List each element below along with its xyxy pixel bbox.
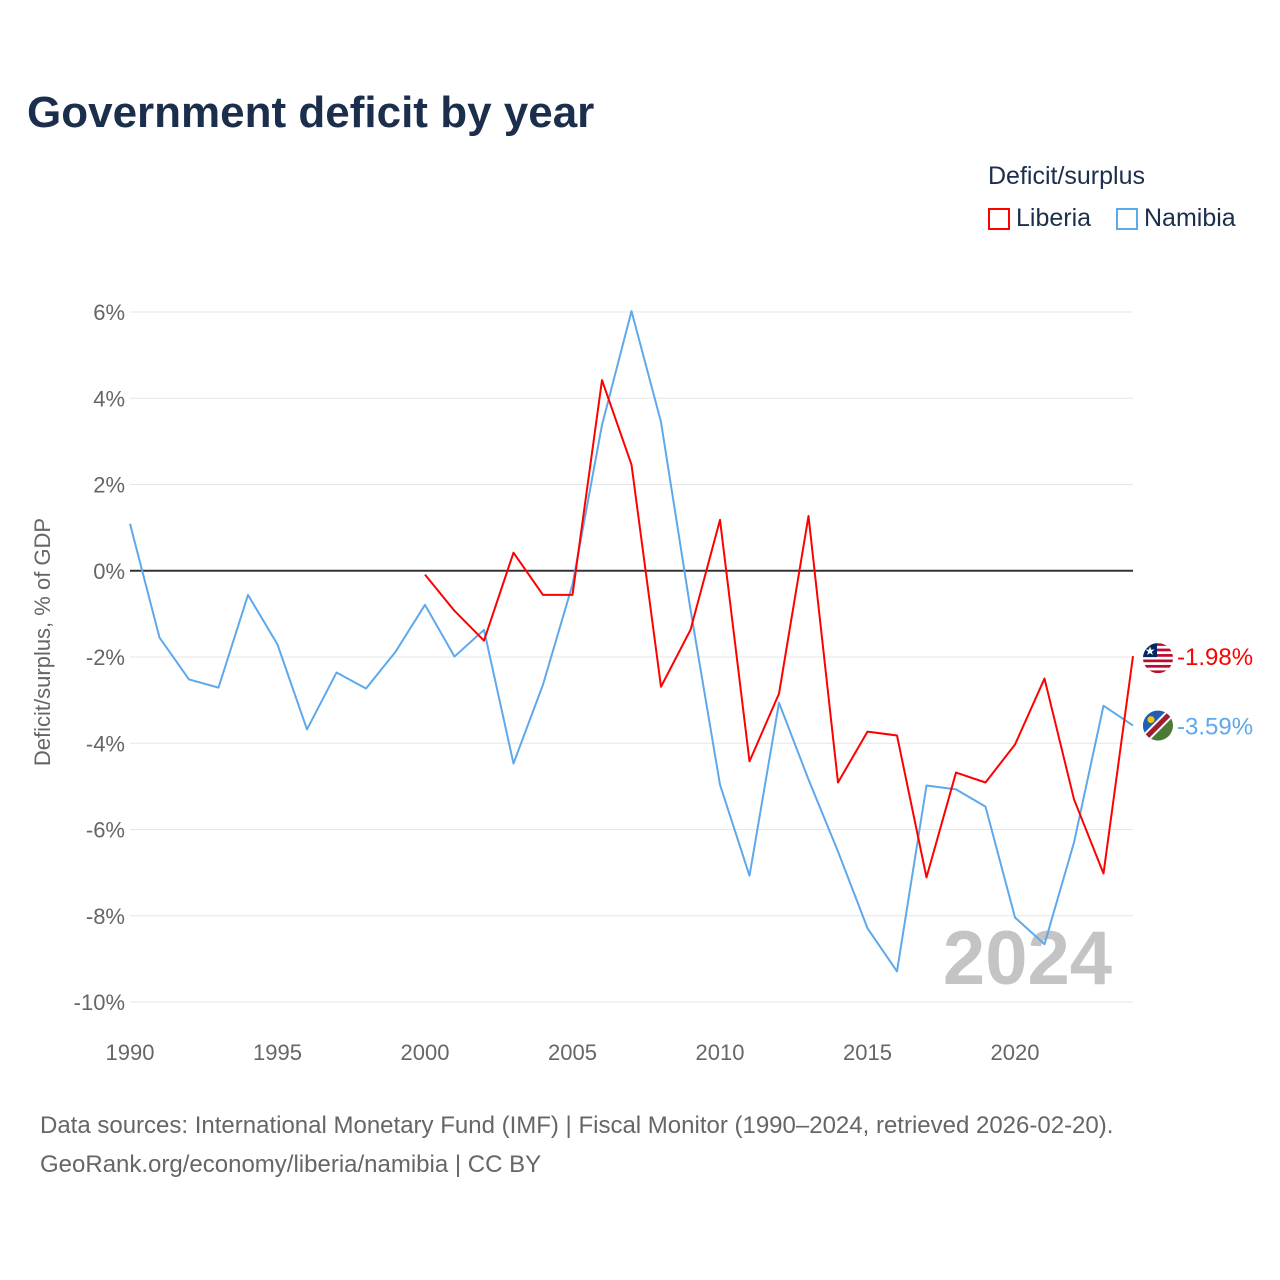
data-point-namibia bbox=[599, 422, 605, 428]
data-point-liberia bbox=[452, 608, 458, 614]
legend-item-liberia[interactable]: Liberia bbox=[988, 204, 1091, 233]
data-point-namibia bbox=[688, 607, 694, 613]
data-point-namibia bbox=[629, 308, 635, 314]
data-point-namibia bbox=[983, 804, 989, 810]
x-tick-label: 2020 bbox=[991, 1040, 1040, 1065]
data-point-namibia bbox=[304, 726, 310, 732]
data-point-namibia bbox=[1071, 839, 1077, 845]
data-point-liberia bbox=[865, 729, 871, 735]
end-label-namibia: -3.59% bbox=[1177, 714, 1253, 741]
data-point-namibia bbox=[186, 676, 192, 682]
end-label-liberia: -1.98% bbox=[1177, 644, 1253, 671]
data-point-namibia bbox=[1042, 941, 1048, 947]
legend-swatch-namibia bbox=[1116, 207, 1138, 230]
data-point-namibia bbox=[747, 873, 753, 879]
y-tick-label: 0% bbox=[93, 559, 125, 584]
data-point-liberia bbox=[1071, 796, 1077, 802]
legend-label: Liberia bbox=[1016, 204, 1092, 232]
data-point-namibia bbox=[835, 848, 841, 854]
source-line-1: Data sources: International Monetary Fun… bbox=[40, 1112, 1114, 1139]
series-line-liberia bbox=[424, 379, 1134, 879]
data-point-liberia bbox=[1012, 742, 1018, 748]
data-point-liberia bbox=[481, 638, 487, 644]
y-tick-label: -8% bbox=[86, 904, 125, 929]
data-point-namibia bbox=[1130, 723, 1136, 729]
data-point-namibia bbox=[540, 682, 546, 688]
data-point-namibia bbox=[894, 968, 900, 974]
data-point-namibia bbox=[127, 521, 133, 527]
legend-swatch-liberia bbox=[988, 207, 1010, 230]
x-tick-label: 2015 bbox=[843, 1040, 892, 1065]
data-point-liberia bbox=[953, 770, 959, 776]
data-point-liberia bbox=[894, 732, 900, 738]
data-point-namibia bbox=[363, 685, 369, 691]
data-point-namibia bbox=[334, 670, 340, 676]
data-point-liberia bbox=[540, 592, 546, 598]
data-point-namibia bbox=[422, 602, 428, 608]
y-tick-label: 4% bbox=[93, 386, 125, 411]
data-point-liberia bbox=[511, 550, 517, 556]
y-tick-label: -4% bbox=[86, 731, 125, 756]
y-tick-label: 2% bbox=[93, 473, 125, 498]
data-point-liberia bbox=[1130, 653, 1136, 659]
data-point-namibia bbox=[865, 925, 871, 931]
data-point-liberia bbox=[806, 513, 812, 519]
y-tick-label: -10% bbox=[74, 990, 125, 1015]
namibia-flag-icon bbox=[1143, 710, 1173, 741]
data-point-namibia bbox=[1012, 914, 1018, 920]
data-point-liberia bbox=[422, 572, 428, 578]
data-point-liberia bbox=[1042, 676, 1048, 682]
data-point-namibia bbox=[511, 761, 517, 767]
data-point-namibia bbox=[717, 782, 723, 788]
data-point-namibia bbox=[953, 786, 959, 792]
data-point-liberia bbox=[688, 627, 694, 633]
data-point-namibia bbox=[806, 776, 812, 782]
y-axis-label: Deficit/surplus, % of GDP bbox=[30, 518, 55, 766]
data-point-liberia bbox=[717, 517, 723, 523]
x-tick-label: 2010 bbox=[696, 1040, 745, 1065]
x-tick-label: 1990 bbox=[106, 1040, 155, 1065]
data-point-namibia bbox=[452, 654, 458, 660]
legend-title: Deficit/surplus bbox=[988, 162, 1145, 190]
data-point-namibia bbox=[1101, 703, 1107, 709]
data-point-namibia bbox=[924, 783, 930, 789]
x-tick-label: 2000 bbox=[401, 1040, 450, 1065]
data-point-namibia bbox=[157, 635, 163, 641]
source-line-2: GeoRank.org/economy/liberia/namibia | CC… bbox=[40, 1151, 542, 1178]
data-point-namibia bbox=[275, 641, 281, 647]
data-point-liberia bbox=[599, 377, 605, 383]
series-line-namibia bbox=[129, 310, 1134, 973]
svg-text:★: ★ bbox=[1145, 644, 1156, 658]
data-point-namibia bbox=[658, 419, 664, 425]
legend-item-namibia[interactable]: Namibia bbox=[1116, 204, 1236, 233]
legend-label: Namibia bbox=[1144, 204, 1236, 232]
data-point-liberia bbox=[1101, 870, 1107, 876]
x-tick-label: 1995 bbox=[253, 1040, 302, 1065]
data-point-namibia bbox=[216, 685, 222, 691]
data-point-liberia bbox=[747, 758, 753, 764]
y-tick-label: -6% bbox=[86, 818, 125, 843]
data-point-liberia bbox=[983, 779, 989, 785]
y-tick-label: 6% bbox=[93, 300, 125, 325]
chart-title: Government deficit by year bbox=[27, 88, 595, 137]
watermark-year: 2024 bbox=[943, 916, 1112, 1001]
data-point-liberia bbox=[835, 779, 841, 785]
data-point-liberia bbox=[629, 462, 635, 468]
data-point-namibia bbox=[245, 592, 251, 598]
data-point-liberia bbox=[924, 874, 930, 880]
x-tick-label: 2005 bbox=[548, 1040, 597, 1065]
source-note: Data sources: International Monetary Fun… bbox=[40, 1106, 1113, 1184]
data-point-liberia bbox=[570, 592, 576, 598]
y-tick-label: -2% bbox=[86, 645, 125, 670]
data-point-liberia bbox=[658, 684, 664, 690]
liberia-flag-icon: ★ bbox=[1143, 643, 1173, 674]
data-point-namibia bbox=[393, 649, 399, 655]
data-point-liberia bbox=[776, 691, 782, 697]
